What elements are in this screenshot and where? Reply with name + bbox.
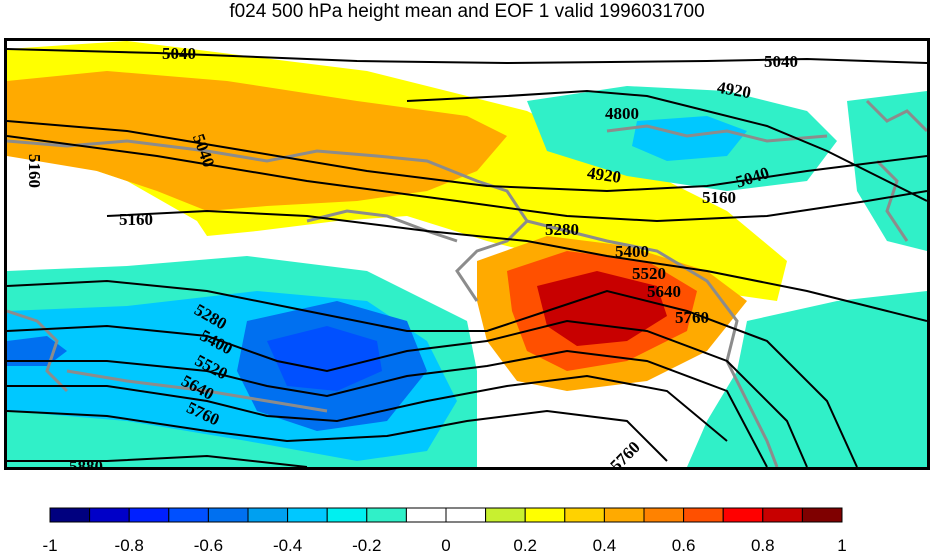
contour-label: 5760 bbox=[606, 438, 643, 467]
contour-label: 4920 bbox=[586, 163, 622, 187]
anomaly-shading bbox=[7, 41, 927, 467]
colorbar-swatch bbox=[445, 507, 487, 523]
colorbar-tick-label: 0.2 bbox=[513, 536, 538, 555]
colorbar-swatch bbox=[366, 507, 407, 523]
colorbar-swatch bbox=[643, 507, 685, 523]
contour-label: 4800 bbox=[605, 104, 639, 123]
colorbar-swatch bbox=[524, 507, 566, 523]
colorbar-tick-label: 0.6 bbox=[671, 536, 696, 555]
colorbar-tick-label: -0.6 bbox=[193, 536, 224, 555]
positive-anomaly-core-dark bbox=[537, 271, 667, 346]
contour-label: 5040 bbox=[162, 44, 196, 63]
negative-anomaly-core-dark bbox=[267, 326, 382, 391]
colorbar-swatch bbox=[762, 507, 803, 523]
colorbar-tick-label: -0.2 bbox=[352, 536, 382, 555]
colorbar-swatch bbox=[405, 507, 447, 523]
contour-label: 5040 bbox=[764, 52, 798, 71]
contour-label: 5760 bbox=[675, 308, 709, 327]
colorbar-tick-label: -1 bbox=[42, 536, 58, 555]
colorbar-swatch bbox=[89, 507, 130, 523]
colorbar-tick-label: -0.4 bbox=[272, 536, 303, 555]
contour-label: 5280 bbox=[545, 220, 579, 239]
contour-label: 5880 bbox=[69, 457, 103, 467]
contour-label: 5160 bbox=[119, 210, 153, 229]
colorbar-tick-label: 0 bbox=[441, 536, 451, 555]
colorbar-swatch bbox=[128, 507, 170, 523]
colorbar-swatch bbox=[247, 507, 289, 523]
colorbar-swatch bbox=[287, 507, 328, 523]
colorbar-swatch bbox=[564, 507, 605, 523]
colorbar-swatch bbox=[722, 507, 764, 523]
negative-anomaly-southeast bbox=[687, 291, 927, 467]
colorbar-swatch bbox=[603, 507, 645, 523]
colorbar-tick-label: 1 bbox=[837, 536, 847, 555]
colorbar-swatch bbox=[207, 507, 249, 523]
colorbar-swatches bbox=[49, 507, 843, 523]
negative-anomaly-northeast-core bbox=[632, 116, 747, 161]
map-title: f024 500 hPa height mean and EOF 1 valid… bbox=[229, 1, 705, 22]
contour-label: 5640 bbox=[647, 282, 681, 301]
eof-map: 5040 5040 4920 4800 5160 5040 4920 5040 … bbox=[7, 41, 927, 467]
colorbar-tick-label: 0.8 bbox=[750, 536, 775, 555]
colorbar-tick-label: -0.8 bbox=[114, 536, 144, 555]
map-frame: 5040 5040 4920 4800 5160 5040 4920 5040 … bbox=[4, 38, 930, 470]
contour-label: 5160 bbox=[25, 154, 44, 188]
positive-anomaly-north-orange bbox=[7, 71, 507, 211]
contour-label: 5520 bbox=[632, 264, 666, 283]
colorbar-swatch bbox=[801, 507, 843, 523]
colorbar bbox=[0, 505, 934, 558]
height-contours bbox=[7, 48, 927, 467]
contour-label: 5400 bbox=[615, 242, 649, 261]
colorbar-swatch bbox=[683, 507, 724, 523]
colorbar-swatch bbox=[49, 507, 91, 523]
colorbar-tick-label: 0.4 bbox=[592, 536, 617, 555]
colorbar-swatch bbox=[326, 507, 368, 523]
colorbar-swatch bbox=[168, 507, 209, 523]
colorbar-swatch bbox=[485, 507, 526, 523]
contour-label: 5160 bbox=[702, 188, 736, 207]
